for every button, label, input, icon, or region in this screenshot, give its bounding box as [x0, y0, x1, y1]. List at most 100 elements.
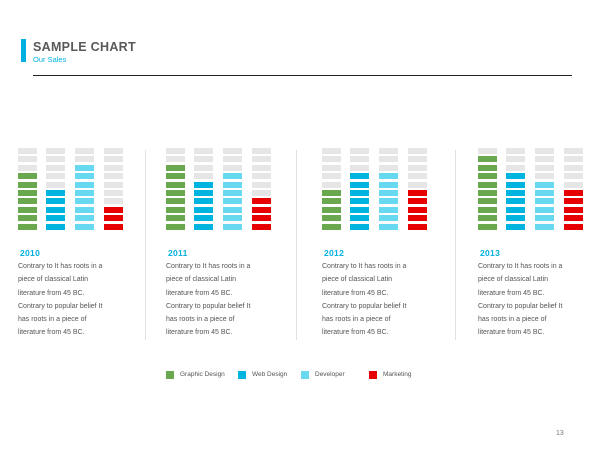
bar-segment-empty [478, 148, 497, 154]
bar-segment-empty [104, 190, 123, 196]
bar-segment-filled [104, 206, 123, 213]
bar-segment-filled [166, 173, 185, 180]
bar-segment-filled [223, 173, 242, 180]
chart-panel: 2012 Contrary to It has roots in a piece o… [322, 148, 452, 336]
description-line: literature from 45 BC. [18, 329, 85, 337]
bar-segment-filled [223, 206, 242, 213]
bar-segment-filled [194, 215, 213, 222]
bar-segment-empty [166, 148, 185, 154]
bar-segment-filled [18, 173, 37, 180]
bar-segment-empty [252, 181, 271, 188]
legend-label: Web Design [252, 371, 288, 378]
panel-divider [145, 150, 146, 340]
bar-segment-filled [350, 173, 369, 180]
bar-segment-empty [506, 156, 525, 163]
bar-segment-empty [223, 156, 242, 163]
bar-segment-empty [104, 173, 123, 180]
legend-swatch [369, 371, 377, 379]
description-line: has roots in a piece of [166, 316, 235, 324]
bar-segment-filled [478, 181, 497, 188]
bar-segment-empty [18, 164, 37, 171]
description-line: has roots in a piece of [478, 316, 547, 324]
bar-segment-filled [46, 206, 65, 213]
bar-segment-empty [194, 164, 213, 171]
panel-description: Contrary to It has roots in a piece of cl… [18, 260, 128, 340]
bar-segment-empty [322, 181, 341, 188]
bar-group [166, 148, 296, 232]
bar-segment-filled [223, 198, 242, 205]
bar-segment-filled [478, 206, 497, 213]
bar-segment-filled [535, 206, 554, 213]
bar-segment-filled [104, 215, 123, 222]
bar-segment-filled [75, 198, 94, 205]
bar-segment-filled [379, 223, 398, 230]
bar-segment-filled [194, 223, 213, 230]
bar-segment-empty [104, 164, 123, 171]
bar-segment-filled [478, 164, 497, 171]
bar-segment-filled [379, 206, 398, 213]
bar-segment-filled [75, 190, 94, 196]
description-line: Contrary to It has roots in a [18, 263, 103, 270]
bar-segment-filled [350, 206, 369, 213]
bar-segment-empty [252, 190, 271, 196]
bar-segment-empty [506, 164, 525, 171]
bar-segment-empty [252, 164, 271, 171]
bar-segment-empty [564, 173, 583, 180]
legend-swatch [301, 371, 309, 379]
bar-segment-empty [46, 156, 65, 163]
bar-segment-empty [104, 156, 123, 163]
description-line: literature from 45 BC. [478, 289, 545, 297]
bar-segment-filled [564, 206, 583, 213]
bar-segment-filled [379, 181, 398, 188]
bar-segment-filled [75, 223, 94, 230]
bar-segment-empty [379, 148, 398, 154]
legend-label: Marketing [383, 371, 412, 378]
bar-segment-filled [322, 198, 341, 205]
bar-segment-filled [75, 173, 94, 180]
panel-divider [455, 150, 456, 340]
bar-segment-filled [46, 198, 65, 205]
bar-segment-filled [194, 198, 213, 205]
bar-segment-filled [322, 215, 341, 222]
bar-segment-empty [46, 164, 65, 171]
bar-segment-filled [379, 215, 398, 222]
bar-segment-empty [252, 173, 271, 180]
bar-segment-filled [166, 206, 185, 213]
bar-segment-empty [223, 164, 242, 171]
bar-segment-filled [478, 156, 497, 163]
chart-panel: 2011 Contrary to It has roots in a piece o… [166, 148, 296, 336]
description-line: literature from 45 BC. [18, 289, 85, 297]
bar-segment-filled [506, 215, 525, 222]
bar-segment-filled [166, 190, 185, 196]
bar-segment-filled [166, 198, 185, 205]
bar-segment-filled [478, 215, 497, 222]
bar-group [18, 148, 148, 232]
bar-group [322, 148, 452, 232]
description-line: piece of classical Latin [322, 276, 393, 284]
bar-segment-filled [223, 223, 242, 230]
bar-segment-filled [564, 190, 583, 196]
bar-segment-empty [75, 156, 94, 163]
bar-segment-empty [535, 156, 554, 163]
bar-segment-filled [478, 223, 497, 230]
bar-segment-filled [166, 215, 185, 222]
bar-segment-filled [506, 190, 525, 196]
bar-segment-filled [18, 215, 37, 222]
bar-segment-filled [379, 173, 398, 180]
bar-segment-filled [478, 198, 497, 205]
bar-segment-empty [75, 148, 94, 154]
bar-segment-filled [408, 190, 427, 196]
bar-segment-filled [350, 198, 369, 205]
header-rule [33, 75, 572, 76]
bar-segment-filled [75, 215, 94, 222]
description-line: Contrary to popular belief It [322, 302, 407, 310]
bar-segment-filled [350, 190, 369, 196]
description-line: piece of classical Latin [478, 276, 549, 284]
bar-segment-filled [194, 190, 213, 196]
bar-segment-filled [506, 206, 525, 213]
bar-segment-filled [506, 223, 525, 230]
bar-segment-filled [506, 173, 525, 180]
bar-segment-filled [478, 190, 497, 196]
description-line: literature from 45 BC. [166, 289, 233, 297]
bar-segment-filled [506, 198, 525, 205]
